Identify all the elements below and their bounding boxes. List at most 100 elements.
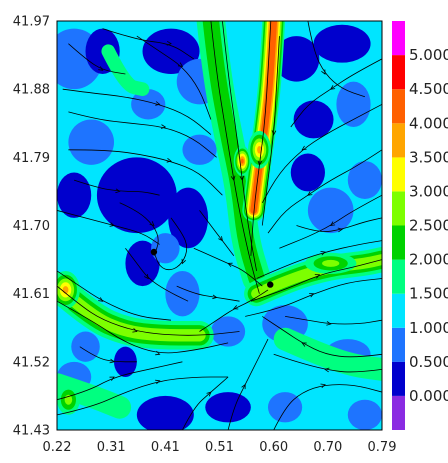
y-tick-label: 41.52 [13, 355, 50, 370]
low-speed-region [290, 153, 325, 192]
streamline [119, 202, 159, 256]
x-tick-label: 0.51 [205, 440, 234, 455]
colorbar-ticks: 0.000 0.500 1.000 1.500 2.000 2.500 3.000 3.500… [409, 46, 448, 405]
streamline-arrow [320, 251, 326, 256]
streamline-arrow [321, 69, 326, 75]
streamline-arrow [337, 227, 344, 233]
streamline-arrow [98, 297, 104, 302]
low-speed-region [205, 392, 251, 423]
streamline-arrow [218, 236, 223, 242]
plot-frame [56, 20, 383, 431]
plot-area [57, 21, 382, 430]
colorbar-tick-label: 5.000 [409, 46, 448, 64]
field-contours [57, 21, 382, 430]
streamline [57, 210, 160, 245]
high-speed-band [57, 279, 206, 342]
streamline [193, 247, 263, 287]
y-tick-label: 41.88 [13, 83, 50, 98]
streamline-arrow [320, 383, 326, 388]
streamline [261, 103, 382, 203]
streamline-arrow [227, 262, 233, 268]
colorbar-band [392, 21, 405, 56]
streamline [68, 111, 217, 158]
streamline [227, 338, 269, 430]
streamline-arrow [144, 274, 149, 280]
streamline-arrow [314, 274, 321, 279]
streamline [285, 316, 382, 325]
colorbar-band [392, 89, 405, 124]
colorbar-band [392, 293, 405, 328]
streamline-arrow [232, 305, 239, 310]
low-speed-region [347, 399, 382, 430]
streamline [245, 278, 382, 317]
low-speed-region [273, 36, 320, 82]
colorbar-tick-label: 2.500 [409, 217, 448, 235]
x-tick-label: 0.79 [368, 440, 397, 455]
streamline [68, 149, 223, 196]
streamline-arrow [329, 221, 336, 227]
y-tick-label: 41.43 [13, 424, 50, 439]
streamline [79, 346, 137, 363]
colorbar-tick-label: 4.000 [409, 114, 448, 132]
markers [150, 248, 274, 288]
hotspot-contour [257, 145, 262, 154]
streamline-arrow [181, 258, 186, 265]
hotspot-contour [240, 158, 244, 164]
streamline [273, 353, 382, 373]
streamline-arrow [155, 379, 161, 385]
low-speed-region [347, 161, 382, 199]
colorbar-tick-label: 0.000 [409, 387, 448, 405]
colorbar-band [392, 395, 405, 430]
colorbar-tick-label: 2.000 [409, 251, 448, 269]
station-marker [150, 248, 158, 256]
streamline-arrow [230, 175, 236, 182]
streamline-arrow [166, 40, 172, 46]
colorbar-band [392, 191, 405, 226]
low-speed-region [71, 331, 100, 362]
streamline-arrow [239, 175, 245, 182]
streamline [57, 361, 183, 401]
streamline [307, 21, 366, 98]
y-axis-ticks: 41.97 41.88 41.79 41.70 41.61 41.52 41.43 [13, 15, 50, 439]
streamline [182, 376, 229, 430]
streamline-arrow [109, 376, 115, 381]
colorbar-band [392, 55, 405, 90]
y-tick-label: 41.61 [13, 287, 50, 302]
streamline [256, 240, 382, 279]
streamline-arrow [155, 350, 161, 356]
streamline-arrow [241, 383, 246, 390]
x-axis-ticks: 0.22 0.31 0.41 0.51 0.60 0.70 0.79 [43, 440, 397, 455]
colorbar-tick-label: 3.500 [409, 148, 448, 166]
streamline [62, 88, 212, 135]
streamline [262, 316, 382, 358]
streamline-arrow [149, 221, 155, 227]
x-tick-label: 0.22 [43, 440, 72, 455]
low-speed-region [151, 233, 180, 264]
low-speed-region [313, 24, 371, 63]
streamline-arrow [329, 85, 336, 90]
streamline-arrow [177, 62, 184, 67]
streamline-arrow [301, 145, 307, 151]
streamline [68, 43, 126, 75]
streamline [199, 210, 235, 257]
streamline [57, 376, 229, 416]
colorbar-band [392, 361, 405, 396]
streamline-arrow [132, 328, 138, 333]
x-tick-label: 0.41 [151, 440, 180, 455]
x-tick-label: 0.70 [313, 440, 342, 455]
streamline [125, 247, 189, 302]
high-speed-band [273, 327, 382, 381]
streamline-arrow [98, 66, 104, 71]
colorbar-band [392, 157, 405, 192]
colorbar-tick-label: 0.500 [409, 353, 448, 371]
streamline-arrow [109, 358, 115, 364]
streamline-arrow [155, 101, 161, 106]
streamline [57, 285, 240, 336]
x-tick-label: 0.60 [259, 440, 288, 455]
station-marker [267, 281, 274, 288]
streamline-arrow [109, 222, 115, 227]
hotspot-contour [62, 286, 69, 294]
high-speed-band [101, 44, 150, 97]
colorbar-tick-label: 1.000 [409, 319, 448, 337]
